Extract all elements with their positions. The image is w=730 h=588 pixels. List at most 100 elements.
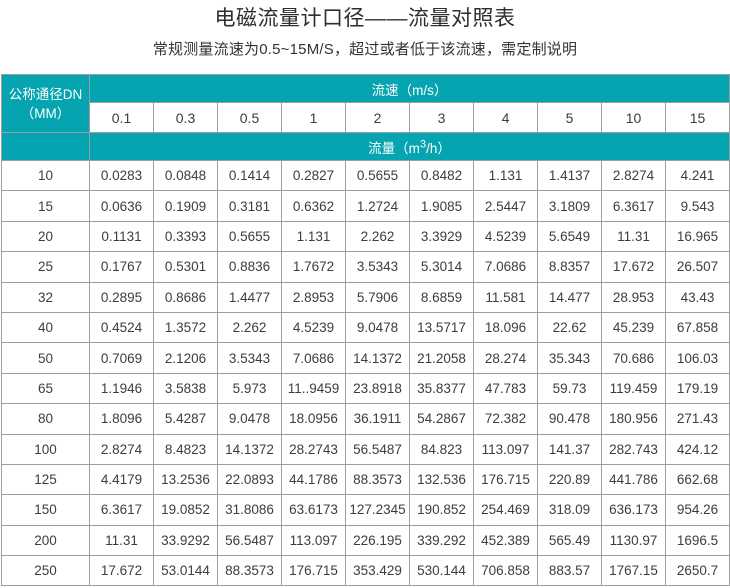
cell-flow-value: 636.173	[601, 494, 666, 526]
cell-flow-value: 11.581	[473, 281, 538, 313]
cell-flow-value: 0.5655	[217, 220, 282, 253]
cell-flow-value: 0.5655	[345, 159, 410, 192]
cell-flow-value: 176.715	[473, 463, 538, 496]
cell-flow-value: 2.262	[217, 311, 282, 344]
cell-flow-value: 18.0956	[281, 403, 346, 435]
header-velocity-5: 3	[409, 102, 474, 133]
cell-flow-value: 9.543	[664, 190, 730, 222]
cell-nominal-diameter: 65	[1, 372, 90, 405]
cell-flow-value: 3.1809	[537, 190, 602, 222]
cell-flow-value: 271.43	[664, 403, 730, 435]
cell-flow-value: 441.786	[601, 463, 666, 496]
cell-flow-value: 530.144	[409, 555, 474, 587]
cell-flow-value: 88.3573	[217, 555, 282, 587]
cell-flow-value: 35.8377	[409, 372, 474, 405]
cell-nominal-diameter: 40	[1, 311, 90, 344]
cell-flow-value: 1130.97	[601, 524, 666, 557]
cell-flow-value: 3.5343	[217, 342, 282, 374]
cell-flow-value: 0.6362	[281, 190, 346, 222]
table-row: 25 0.1767 0.5301 0.8836 1.7672 3.5343 5.3014 7.…	[1, 251, 730, 283]
cell-flow-value: 4.5239	[473, 220, 538, 253]
cell-flow-value: 33.9292	[153, 524, 218, 557]
cell-flow-value: 84.823	[409, 433, 474, 465]
cell-flow-value: 88.3573	[345, 463, 410, 496]
header-velocity-4: 2	[345, 102, 410, 133]
cell-flow-value: 13.2536	[153, 463, 218, 496]
header-nominal-diameter: 公称通径DN （MM）	[1, 74, 90, 133]
cell-flow-value: 6.3617	[89, 494, 154, 526]
cell-flow-value: 176.715	[281, 555, 346, 587]
cell-flow-value: 1.8096	[89, 403, 154, 435]
cell-flow-value: 23.8918	[345, 372, 410, 405]
cell-flow-value: 1.7672	[281, 251, 346, 283]
cell-flow-value: 2.8953	[281, 281, 346, 313]
cell-flow-value: 119.459	[601, 372, 666, 405]
cell-flow-value: 0.1767	[89, 251, 154, 283]
cell-flow-value: 17.672	[601, 251, 666, 283]
header-dn-label: 公称通径DN	[8, 86, 83, 102]
table-head: 公称通径DN （MM） 流速（m/s） 0.1 0.3 0.5 1 2 3 4 …	[1, 74, 730, 161]
cell-flow-value: 1.9085	[409, 190, 474, 222]
cell-flow-value: 7.0686	[473, 251, 538, 283]
header-row-velocity-title: 公称通径DN （MM） 流速（m/s）	[1, 74, 730, 133]
cell-flow-value: 35.343	[537, 342, 602, 374]
cell-flow-value: 113.097	[281, 524, 346, 557]
cell-flow-value: 254.469	[473, 494, 538, 526]
header-flow-prefix: 流量（m	[368, 140, 420, 156]
cell-flow-value: 220.89	[537, 463, 602, 496]
cell-flow-value: 339.292	[409, 524, 474, 557]
cell-flow-value: 14.477	[537, 281, 602, 313]
cell-flow-value: 0.8482	[409, 159, 474, 192]
cell-flow-value: 2.1206	[153, 342, 218, 374]
cell-flow-value: 4.4179	[89, 463, 154, 496]
header-flow-spacer	[1, 132, 90, 161]
cell-flow-value: 54.2867	[409, 403, 474, 435]
header-velocity-7: 5	[537, 102, 602, 133]
cell-flow-value: 113.097	[473, 433, 538, 465]
header-row-flow-title: 流量（m3/h）	[1, 132, 730, 161]
header-velocity-0: 0.1	[89, 102, 154, 133]
cell-flow-value: 0.4524	[89, 311, 154, 344]
cell-flow-value: 3.5343	[345, 251, 410, 283]
table-row: 15 0.0636 0.1909 0.3181 0.6362 1.2724 1.9085 2.…	[1, 190, 730, 222]
cell-flow-value: 2650.7	[664, 555, 730, 587]
cell-flow-value: 180.956	[601, 403, 666, 435]
cell-nominal-diameter: 200	[1, 524, 90, 557]
cell-flow-value: 28.274	[473, 342, 538, 374]
cell-flow-value: 28.953	[601, 281, 666, 313]
cell-flow-value: 9.0478	[345, 311, 410, 344]
header-dn-unit: （MM）	[20, 105, 71, 121]
cell-nominal-diameter: 50	[1, 342, 90, 374]
cell-flow-value: 883.57	[537, 555, 602, 587]
cell-flow-value: 141.37	[537, 433, 602, 465]
cell-flow-value: 4.5239	[281, 311, 346, 344]
cell-nominal-diameter: 25	[1, 251, 90, 283]
cell-flow-value: 282.743	[601, 433, 666, 465]
table-row: 250 17.672 53.0144 88.3573 176.715 353.429 530…	[1, 555, 730, 587]
cell-flow-value: 0.2895	[89, 281, 154, 313]
table-row: 65 1.1946 3.5838 5.973 11..9459 23.8918 35.837…	[1, 372, 730, 405]
cell-flow-value: 0.0283	[89, 159, 154, 192]
header-row-velocity-values: 0.1 0.3 0.5 1 2 3 4 5 10 15	[2, 102, 730, 133]
cell-flow-value: 1.3572	[153, 311, 218, 344]
table-row: 150 6.3617 19.0852 31.8086 63.6173 127.2345 19…	[1, 494, 730, 526]
cell-flow-value: 22.0893	[217, 463, 282, 496]
cell-nominal-diameter: 10	[1, 159, 90, 192]
cell-flow-value: 43.43	[664, 281, 730, 313]
cell-flow-value: 0.0848	[153, 159, 218, 192]
page-subtitle: 常规测量流速为0.5~15M/S，超过或者低于该流速，需定制说明	[152, 41, 578, 58]
cell-flow-value: 565.49	[537, 524, 602, 557]
cell-flow-value: 5.3014	[409, 251, 474, 283]
cell-flow-value: 18.096	[473, 311, 538, 344]
cell-nominal-diameter: 125	[1, 463, 90, 496]
cell-flow-value: 14.1372	[345, 342, 410, 374]
cell-flow-value: 28.2743	[281, 433, 346, 465]
cell-flow-value: 8.4823	[153, 433, 218, 465]
cell-flow-value: 0.2827	[281, 159, 346, 192]
cell-flow-value: 8.8357	[537, 251, 602, 283]
cell-flow-value: 2.8274	[601, 159, 666, 192]
cell-flow-value: 452.389	[473, 524, 538, 557]
cell-flow-value: 11..9459	[281, 372, 346, 405]
header-flow-exponent: 3	[419, 138, 427, 150]
cell-flow-value: 5.973	[217, 372, 282, 405]
